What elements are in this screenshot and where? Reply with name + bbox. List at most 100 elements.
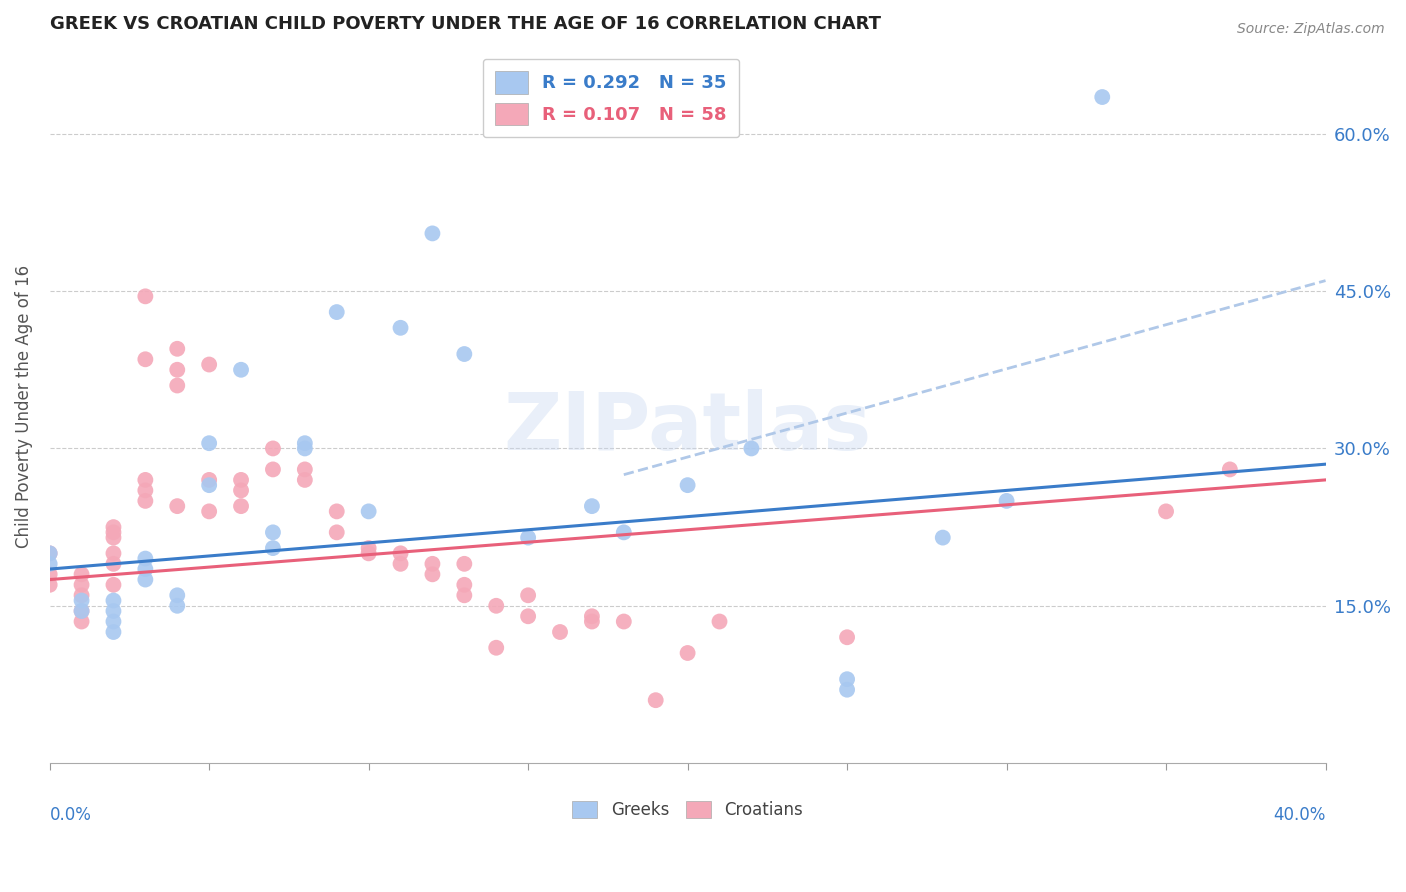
Point: [453, 578, 475, 592]
Point: [262, 442, 284, 456]
Point: [294, 442, 316, 456]
Point: [103, 615, 125, 629]
Text: GREEK VS CROATIAN CHILD POVERTY UNDER THE AGE OF 16 CORRELATION CHART: GREEK VS CROATIAN CHILD POVERTY UNDER TH…: [49, 15, 880, 33]
Point: [548, 625, 571, 640]
Point: [134, 573, 156, 587]
Text: 40.0%: 40.0%: [1274, 806, 1326, 824]
Point: [422, 567, 444, 582]
Point: [932, 531, 955, 545]
Point: [995, 494, 1018, 508]
Point: [835, 630, 858, 644]
Point: [326, 305, 349, 319]
Point: [166, 342, 188, 356]
Text: ZIPatlas: ZIPatlas: [503, 389, 872, 467]
Point: [835, 672, 858, 686]
Point: [709, 615, 731, 629]
Point: [453, 347, 475, 361]
Point: [229, 363, 252, 377]
Point: [581, 609, 603, 624]
Point: [262, 525, 284, 540]
Point: [134, 483, 156, 498]
Point: [166, 588, 188, 602]
Point: [357, 504, 380, 518]
Point: [166, 499, 188, 513]
Point: [1154, 504, 1177, 518]
Point: [134, 562, 156, 576]
Point: [198, 473, 221, 487]
Point: [38, 546, 60, 560]
Point: [70, 578, 93, 592]
Point: [134, 494, 156, 508]
Point: [103, 525, 125, 540]
Point: [294, 473, 316, 487]
Point: [103, 531, 125, 545]
Point: [103, 557, 125, 571]
Point: [1091, 90, 1114, 104]
Y-axis label: Child Poverty Under the Age of 16: Child Poverty Under the Age of 16: [15, 265, 32, 548]
Point: [103, 604, 125, 618]
Point: [835, 682, 858, 697]
Legend: Greeks, Croatians: Greeks, Croatians: [565, 795, 810, 826]
Point: [453, 588, 475, 602]
Point: [166, 599, 188, 613]
Point: [38, 546, 60, 560]
Point: [229, 473, 252, 487]
Point: [517, 588, 540, 602]
Point: [581, 499, 603, 513]
Point: [38, 557, 60, 571]
Point: [103, 593, 125, 607]
Point: [294, 462, 316, 476]
Point: [198, 504, 221, 518]
Point: [517, 531, 540, 545]
Point: [229, 499, 252, 513]
Text: Source: ZipAtlas.com: Source: ZipAtlas.com: [1237, 22, 1385, 37]
Point: [485, 640, 508, 655]
Point: [357, 546, 380, 560]
Point: [326, 504, 349, 518]
Point: [70, 588, 93, 602]
Point: [517, 609, 540, 624]
Point: [166, 363, 188, 377]
Point: [485, 599, 508, 613]
Point: [103, 520, 125, 534]
Point: [676, 478, 699, 492]
Point: [103, 625, 125, 640]
Point: [103, 546, 125, 560]
Text: 0.0%: 0.0%: [49, 806, 91, 824]
Point: [70, 615, 93, 629]
Point: [70, 604, 93, 618]
Point: [294, 436, 316, 450]
Point: [198, 358, 221, 372]
Point: [422, 227, 444, 241]
Point: [453, 557, 475, 571]
Point: [389, 320, 412, 334]
Point: [134, 352, 156, 367]
Point: [134, 551, 156, 566]
Point: [229, 483, 252, 498]
Point: [198, 436, 221, 450]
Point: [422, 557, 444, 571]
Point: [166, 378, 188, 392]
Point: [38, 567, 60, 582]
Point: [676, 646, 699, 660]
Point: [134, 289, 156, 303]
Point: [198, 478, 221, 492]
Point: [581, 615, 603, 629]
Point: [389, 546, 412, 560]
Point: [38, 578, 60, 592]
Point: [644, 693, 666, 707]
Point: [326, 525, 349, 540]
Point: [134, 473, 156, 487]
Point: [103, 578, 125, 592]
Point: [262, 462, 284, 476]
Point: [70, 567, 93, 582]
Point: [262, 541, 284, 555]
Point: [613, 615, 636, 629]
Point: [389, 557, 412, 571]
Point: [70, 593, 93, 607]
Point: [357, 541, 380, 555]
Point: [1219, 462, 1241, 476]
Point: [70, 604, 93, 618]
Point: [613, 525, 636, 540]
Point: [740, 442, 762, 456]
